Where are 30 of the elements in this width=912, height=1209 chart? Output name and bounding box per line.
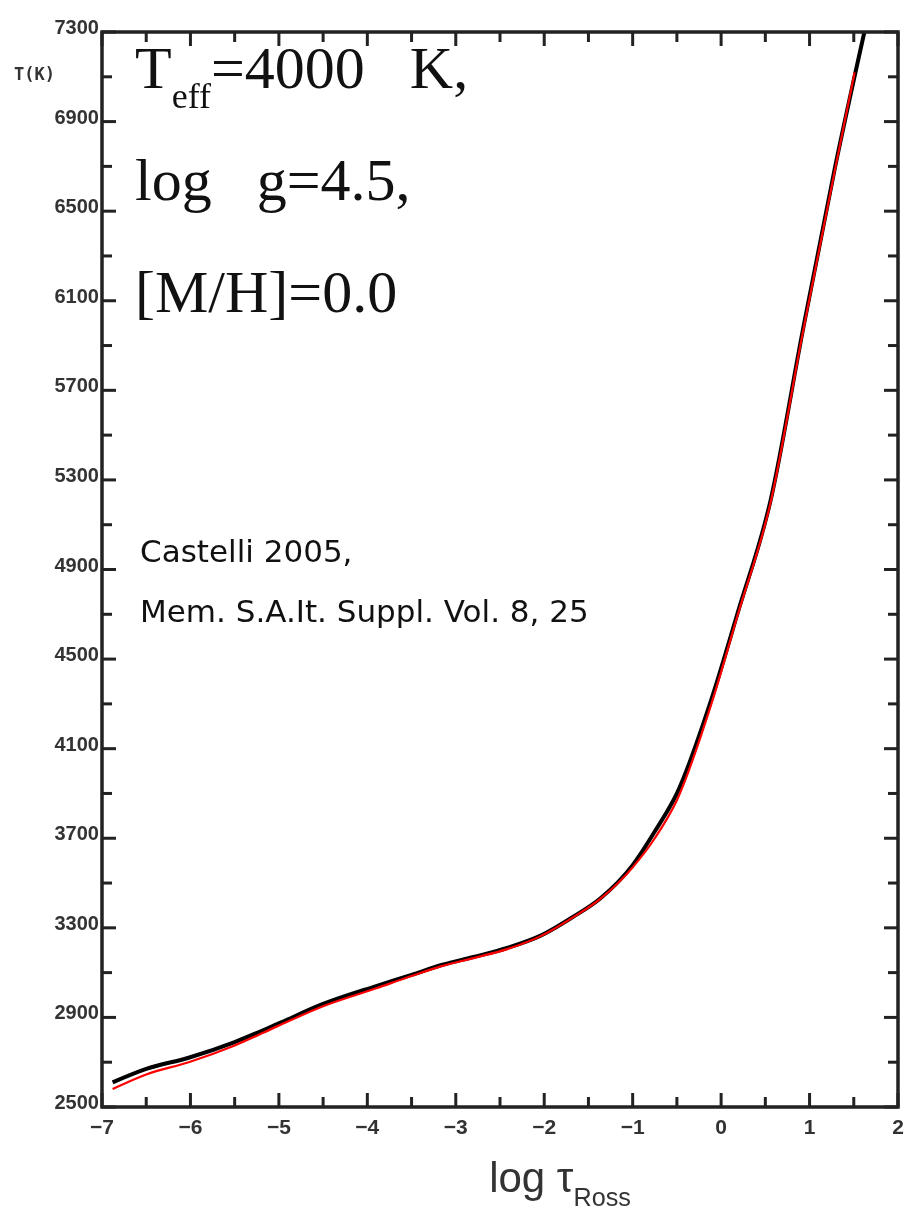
y-tick-label: 6500 [54, 195, 99, 218]
y-tick-label: 5300 [54, 463, 99, 486]
x-tick-label: 2 [892, 1115, 904, 1138]
y-tick-label: 3300 [54, 911, 99, 934]
y-tick-label: 6900 [54, 105, 99, 128]
x-tick-label: −7 [90, 1115, 114, 1138]
x-tick-label: −6 [178, 1115, 203, 1138]
annotation: Mem. S.A.It. Suppl. Vol. 8, 25 [140, 593, 589, 629]
y-tick-label: 3700 [54, 822, 99, 845]
y-tick-label: 7300 [54, 16, 99, 38]
x-tick-label: −5 [266, 1115, 292, 1138]
y-tick-label: 5700 [54, 374, 99, 397]
x-axis-title: log τ$_{Ross}$ [489, 1154, 631, 1209]
annotation: T$_{eff}$=4000 K, [135, 35, 469, 116]
x-tick-label: −2 [532, 1115, 557, 1138]
annotation: [M/H]=0.0 [135, 259, 398, 325]
y-tick-label: 4500 [54, 643, 99, 666]
y-tick-label: 6100 [54, 284, 99, 307]
x-tick-label: 0 [715, 1115, 727, 1138]
annotation: log g=4.5, [135, 147, 411, 213]
x-tick-label: 1 [803, 1115, 816, 1138]
y-tick-label: 2500 [54, 1091, 99, 1113]
x-tick-label: −3 [443, 1115, 468, 1138]
x-tick-label: −1 [620, 1115, 645, 1138]
x-tick-label: −4 [355, 1115, 380, 1138]
y-tick-label: 4100 [54, 732, 99, 755]
y-tick-label: 2900 [54, 1001, 99, 1024]
y-axis-title: T(K) [14, 64, 55, 84]
annotation: Castelli 2005, [140, 533, 353, 569]
y-tick-label: 4900 [54, 553, 99, 576]
